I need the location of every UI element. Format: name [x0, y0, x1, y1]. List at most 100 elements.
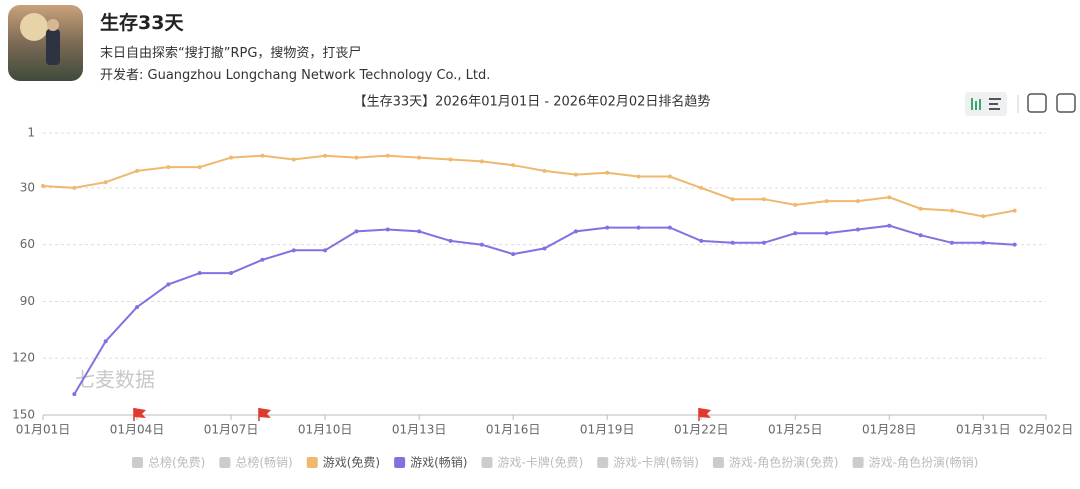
event-flag: [134, 408, 146, 418]
data-point: [887, 223, 892, 228]
data-point: [793, 231, 798, 236]
data-point: [699, 185, 704, 190]
legend-label[interactable]: 游戏-卡牌(免费): [498, 455, 584, 470]
data-point: [761, 197, 766, 202]
app-name: 生存33天: [100, 12, 184, 34]
data-point: [981, 240, 986, 245]
data-point: [385, 227, 390, 232]
legend-swatch[interactable]: [394, 457, 406, 468]
data-point: [354, 229, 359, 234]
data-point: [417, 229, 422, 234]
legend-label[interactable]: 游戏-角色扮演(免费): [729, 455, 839, 470]
legend-swatch[interactable]: [597, 457, 609, 468]
x-tick-label: 01月16日: [486, 423, 541, 437]
data-point: [260, 153, 265, 158]
data-point: [699, 238, 704, 243]
legend-swatch[interactable]: [132, 457, 143, 468]
legend-label[interactable]: 总榜(畅销): [235, 455, 292, 470]
data-point: [887, 195, 892, 200]
data-point: [72, 185, 77, 190]
data-point: [135, 305, 140, 310]
icon-bar: [979, 99, 981, 110]
data-point: [636, 225, 641, 230]
legend-label[interactable]: 游戏-卡牌(畅销): [613, 456, 699, 470]
legend-label[interactable]: 总榜(免费): [148, 455, 205, 470]
data-point: [511, 163, 516, 168]
data-point: [166, 282, 171, 287]
x-tick-label: 02月02日: [1019, 423, 1074, 437]
data-point: [229, 271, 234, 276]
x-tick-label: 01月19日: [580, 423, 635, 437]
data-point: [385, 153, 390, 158]
data-point: [730, 197, 735, 202]
x-tick-label: 01月13日: [392, 423, 447, 437]
data-point: [949, 208, 954, 213]
data-point: [981, 214, 986, 219]
data-point: [291, 248, 296, 253]
data-point: [323, 248, 328, 253]
x-tick-label: 01月22日: [674, 423, 729, 437]
data-point: [417, 155, 422, 160]
data-point: [793, 202, 798, 207]
data-point: [918, 206, 923, 211]
x-tick-label: 01月01日: [16, 423, 71, 437]
legend-label[interactable]: 游戏(免费): [323, 455, 380, 470]
legend-swatch[interactable]: [219, 457, 231, 468]
icon-bar: [989, 108, 1000, 110]
data-point: [824, 199, 829, 204]
icon-bar: [971, 98, 973, 110]
series-line: [73, 224, 1015, 395]
data-point: [479, 159, 484, 164]
data-point: [103, 180, 108, 185]
icon-bar: [989, 103, 998, 105]
data-point: [354, 155, 359, 160]
data-point: [855, 199, 860, 204]
x-tick-label: 01月07日: [204, 423, 259, 437]
x-tick-label: 01月04日: [110, 423, 165, 437]
x-tick-label: 01月10日: [298, 423, 353, 437]
legend-label[interactable]: 游戏-角色扮演(畅销): [869, 455, 979, 470]
chart-title: 【生存33天】2026年01月01日 - 2026年02月02日排名趋势: [354, 94, 711, 110]
data-point: [229, 155, 234, 160]
data-point: [573, 229, 578, 234]
y-tick-label: 150: [12, 408, 35, 422]
data-point: [448, 238, 453, 243]
data-point: [824, 231, 829, 236]
data-point: [761, 240, 766, 245]
app-icon: [8, 5, 83, 81]
legend-label[interactable]: 游戏(畅销): [410, 456, 467, 470]
data-point: [667, 174, 672, 179]
data-point: [197, 271, 202, 276]
data-point: [542, 246, 547, 251]
data-point: [1012, 208, 1017, 213]
data-point: [197, 165, 202, 170]
data-point: [479, 242, 484, 247]
y-tick-label: 1: [27, 126, 35, 140]
data-point: [511, 252, 516, 257]
toolbar[interactable]: [965, 92, 1076, 116]
data-point: [291, 157, 296, 162]
y-tick-label: 90: [20, 294, 35, 308]
data-point: [730, 240, 735, 245]
data-point: [103, 339, 108, 344]
icon-bar: [989, 98, 1001, 100]
legend-swatch[interactable]: [306, 457, 318, 468]
data-point: [949, 240, 954, 245]
legend-swatch[interactable]: [712, 457, 724, 468]
download-button[interactable]: [1056, 93, 1076, 113]
save-image-button[interactable]: [1027, 93, 1047, 113]
y-tick-label: 30: [20, 180, 35, 194]
developer: 开发者: Guangzhou Longchang Network Technol…: [100, 68, 491, 83]
legend-swatch[interactable]: [481, 457, 493, 468]
data-point: [166, 165, 171, 170]
data-point: [323, 153, 328, 158]
data-point: [542, 168, 547, 173]
legend-swatch[interactable]: [852, 457, 864, 468]
x-tick-label: 01月25日: [768, 423, 823, 437]
data-point: [1012, 242, 1017, 247]
icon-bar: [975, 101, 977, 110]
data-point: [135, 168, 140, 173]
data-point: [667, 225, 672, 230]
